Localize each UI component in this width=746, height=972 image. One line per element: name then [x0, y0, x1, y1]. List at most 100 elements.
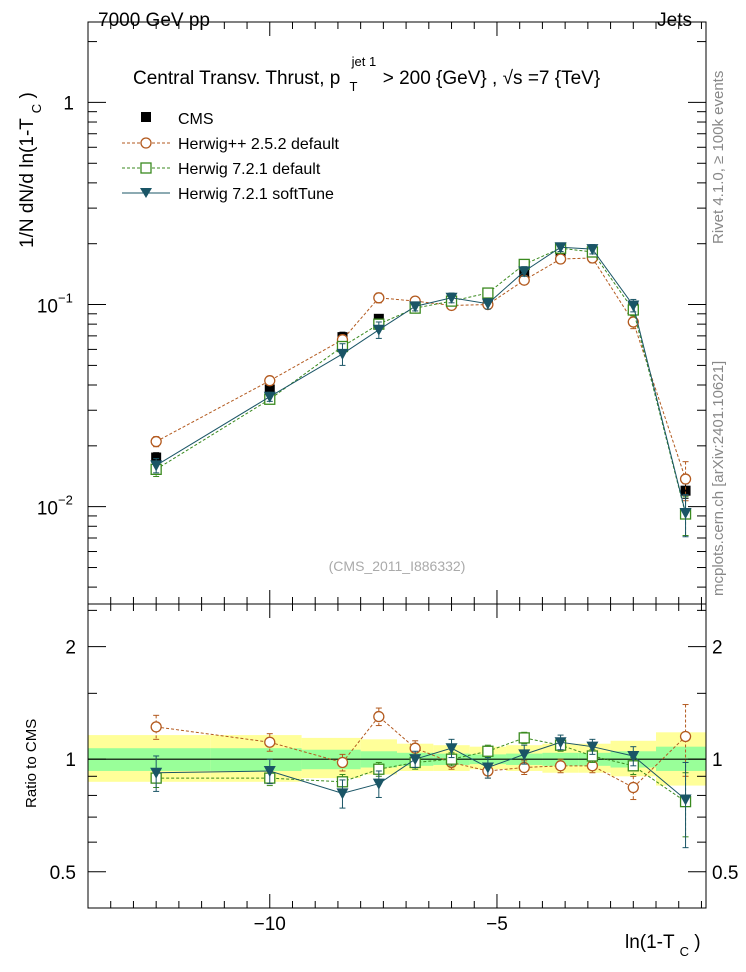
- main-data-point: [586, 244, 599, 256]
- legend-label-cms: CMS: [178, 111, 214, 128]
- ratio-data-point: [263, 765, 276, 777]
- main-data-point: [445, 292, 458, 304]
- ratio-data-point: [518, 749, 531, 761]
- main-data-point: [409, 301, 422, 313]
- ylabel-close: ): [17, 92, 38, 98]
- main-data-point: [151, 452, 162, 463]
- main-plot-frame: [87, 21, 707, 605]
- ratio-data-point: [518, 732, 530, 744]
- ratio-data-point: [679, 794, 692, 806]
- header-right: Jets: [657, 10, 692, 31]
- main-series-line-1: [155, 257, 687, 480]
- ratio-series-0: [150, 704, 692, 801]
- main-data-point: [150, 460, 163, 472]
- title-energy: =7 {TeV}: [528, 68, 600, 89]
- ratio-data-point: [336, 788, 349, 800]
- title-sub: T: [349, 79, 357, 94]
- legend-entry-cms: CMS: [141, 111, 214, 128]
- main-data-point: [263, 391, 276, 403]
- main-data-point: [518, 266, 531, 278]
- title-cut: > 200 {GeV} ,: [383, 68, 503, 89]
- main-data-point: [264, 375, 276, 387]
- main-series-line-2: [155, 247, 687, 515]
- ratio-y-tick-label: 2: [65, 638, 76, 659]
- title-sup: jet 1: [351, 54, 377, 69]
- ratio-data-point: [372, 778, 385, 790]
- main-series-0: [151, 248, 691, 499]
- legend-label-softtune: Herwig 7.2.1 softTune: [178, 186, 334, 203]
- ratio-data-point: [150, 721, 162, 733]
- ylabel-main: 1/N dN/d ln(1-T: [17, 118, 38, 248]
- main-data-point: [679, 473, 692, 485]
- side-label-rivet: Rivet 4.1.0, ≥ 100k events: [710, 71, 727, 244]
- ratio-y-tick-label-right: 0.5: [712, 863, 738, 884]
- main-data-point: [336, 348, 349, 360]
- legend-entry-herwig721: Herwig 7.2.1 default: [122, 161, 321, 178]
- main-data-point: [482, 287, 494, 299]
- ratio-data-point: [627, 781, 639, 794]
- ratio-data-point: [554, 760, 567, 772]
- ratio-y-tick-label: 0.5: [50, 863, 76, 884]
- ratio-data-point: [150, 767, 163, 779]
- header-left: 7000 GeV pp: [98, 10, 210, 31]
- main-data-point: [627, 316, 639, 328]
- ratio-data-point: [627, 750, 640, 762]
- ratio-series-line-0: [156, 715, 686, 789]
- main-data-point: [680, 485, 691, 496]
- ratio-y-tick-label-right: 1: [712, 750, 723, 771]
- chart-title: Central Transv. Thrust, p jet 1 T > 200 …: [133, 50, 600, 96]
- ratio-data-point: [481, 762, 494, 774]
- x-tick-label: −5: [486, 914, 508, 935]
- legend-marker-herwig721: [140, 162, 152, 174]
- ratio-series-line-1: [156, 737, 686, 803]
- legend-marker-herwigpp: [140, 137, 152, 149]
- main-data-point: [679, 508, 692, 520]
- ratio-uncertainty-bands: [88, 732, 706, 786]
- ratio-data-point: [554, 737, 567, 749]
- ratio-series-line-2: [156, 741, 686, 800]
- x-tick-label: −10: [254, 914, 286, 935]
- main-series-1: [150, 252, 692, 502]
- legend-marker-cms: [141, 112, 151, 122]
- title-sqrt: √s: [503, 68, 523, 89]
- main-series-2: [150, 242, 692, 537]
- ratio-data-point: [586, 741, 599, 753]
- main-y-tick-label: 10: [37, 297, 58, 318]
- ratio-data-point: [679, 730, 692, 743]
- main-data-point: [554, 253, 567, 265]
- xlabel-main: ln(1-T: [625, 932, 675, 953]
- ratio-plot-frame: [87, 603, 707, 909]
- ratio-y-tick-label-right: 2: [712, 638, 723, 659]
- ratio-data-point: [264, 736, 276, 748]
- main-y-tick-label: 10: [37, 499, 58, 520]
- main-series-3: [150, 242, 692, 538]
- xlabel-sub: C: [680, 944, 689, 959]
- main-series-line-3: [155, 246, 687, 514]
- main-data-point: [554, 242, 567, 254]
- main-y-tick-exponent: −1: [58, 291, 73, 306]
- x-axis-label: ln(1-T C ): [625, 932, 701, 961]
- ratio-y-tick-label: 1: [65, 750, 76, 771]
- data-series: [150, 242, 692, 849]
- legend-label-herwigpp: Herwig++ 2.5.2 default: [178, 136, 340, 153]
- title-main: Central Transv. Thrust, p: [133, 68, 340, 89]
- legend-marker-softtune: [140, 188, 152, 198]
- legend-entry-herwigpp: Herwig++ 2.5.2 default: [122, 136, 340, 153]
- ratio-data-point: [445, 743, 458, 755]
- main-data-point: [627, 300, 640, 312]
- legend-entry-softtune: Herwig 7.2.1 softTune: [122, 186, 334, 203]
- main-data-point: [264, 384, 275, 395]
- analysis-watermark: (CMS_2011_I886332): [329, 558, 466, 574]
- ratio-data-point: [336, 756, 349, 769]
- main-y-tick-label: 1: [63, 93, 74, 114]
- legend-label-herwig721: Herwig 7.2.1 default: [178, 161, 321, 178]
- main-y-tick-exponent: −2: [58, 493, 73, 508]
- side-label-mcplots: mcplots.cern.ch [arXiv:2401.10621]: [710, 361, 727, 596]
- ylabel-sub: C: [29, 104, 44, 113]
- ratio-series-2: [150, 734, 692, 849]
- main-data-point: [481, 298, 494, 310]
- xlabel-close: ): [694, 932, 700, 953]
- main-data-point: [372, 324, 385, 336]
